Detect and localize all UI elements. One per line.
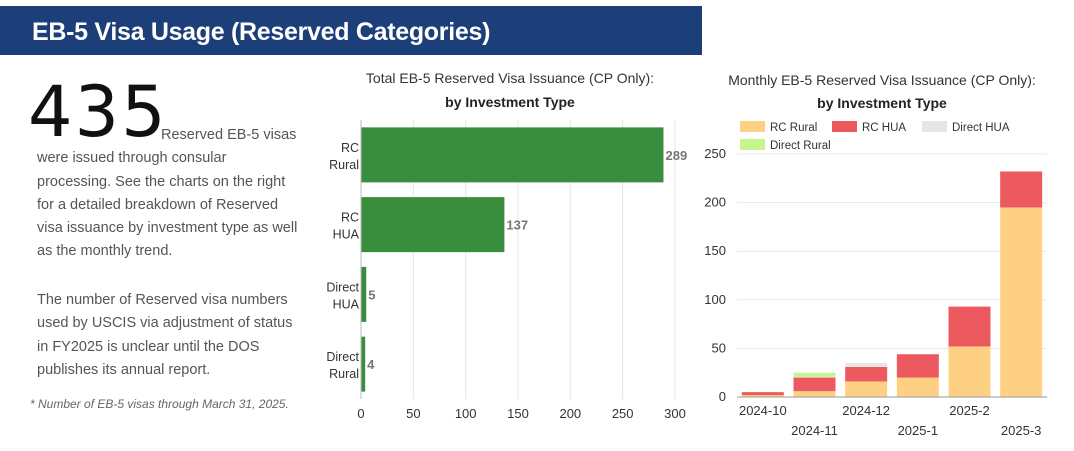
summary-paragraph-2: The number of Reserved visa numbers used… [37,292,293,378]
bar [361,266,367,322]
y-category-label-line: Rural [329,367,359,381]
chart-title: Monthly EB-5 Reserved Visa Issuance (CP … [728,72,1036,88]
page-title: EB-5 Visa Usage (Reserved Categories) [32,18,491,46]
x-tick-label: 2024-10 [739,403,787,418]
x-tick-label: 2025-1 [898,423,938,438]
y-category-label-line: RC [341,141,359,155]
stacked-bar-segment [741,392,784,396]
stacked-bar-segment [845,381,888,397]
y-category-label-line: HUA [333,228,360,242]
bar-data-label: 5 [368,287,375,302]
y-tick-label: 150 [704,243,726,258]
y-tick-label: 100 [704,292,726,307]
y-category-label-line: Direct [326,350,359,364]
y-category-label: RC HUA [333,211,360,242]
summary-rest: visas were issued through consular proce… [37,127,298,260]
x-tick-label: 0 [357,406,364,421]
stacked-bar-segment [845,362,888,367]
summary-first-line: Reserved EB-5 [161,127,260,143]
legend-label: Direct HUA [952,122,1010,134]
header-banner: EB-5 Visa Usage (Reserved Categories) [0,6,702,55]
y-category-label: Direct HUA [326,280,359,311]
x-tick-label: 2024-11 [791,423,838,438]
y-category-label: Direct Rural [326,350,359,381]
chart-subtitle: by Investment Type [817,95,947,111]
stacked-bar-segment [793,372,836,377]
stacked-bar-segment [896,377,939,397]
y-tick-label: 0 [719,389,726,404]
legend-label: RC HUA [862,122,906,134]
total-issuance-bar-chart: Total EB-5 Reserved Visa Issuance (CP On… [326,70,687,421]
chart-title: Total EB-5 Reserved Visa Issuance (CP On… [366,70,654,86]
y-category-label-line: Rural [329,158,359,172]
x-tick-label: 2025-2 [949,403,989,418]
summary-paragraph: Reserved EB-5 visas were issued through … [37,124,299,264]
legend-label: Direct Rural [770,140,831,152]
legend-label: RC Rural [770,122,817,134]
y-category-label: RC Rural [329,141,359,172]
monthly-issuance-stacked-chart: Monthly EB-5 Reserved Visa Issuance (CP … [704,72,1047,438]
bar-data-label: 4 [367,357,375,372]
stacked-bar-segment [948,306,991,347]
legend-swatch [740,121,765,132]
stacked-bar-segment [793,377,836,392]
stacked-bar-segment [896,354,939,378]
footnote: * Number of EB-5 visas through March 31,… [30,397,289,411]
y-tick-label: 250 [704,146,726,161]
y-category-label-line: HUA [333,297,360,311]
y-tick-label: 200 [704,195,726,210]
bar [361,197,505,253]
stacked-bar-segment [845,366,888,382]
x-tick-label: 100 [455,406,477,421]
y-category-label-line: Direct [326,280,359,294]
legend-swatch [832,121,857,132]
bar-data-label: 289 [665,148,687,163]
legend-swatch [740,139,765,150]
x-tick-label: 50 [406,406,420,421]
x-tick-label: 250 [612,406,634,421]
stacked-bar-segment [741,395,784,397]
x-tick-label: 300 [664,406,686,421]
bar [361,127,664,183]
stacked-bar-segment [948,346,991,397]
x-tick-label: 200 [559,406,581,421]
x-tick-label: 2024-12 [842,403,890,418]
stacked-bar-segment [793,391,836,397]
total-reserved-visas: 435 [28,71,168,153]
bar [361,336,366,392]
legend-swatch [922,121,947,132]
chart-subtitle: by Investment Type [445,94,575,110]
stacked-bar-segment [1000,207,1043,397]
x-tick-label: 2025-3 [1001,423,1041,438]
stacked-bar-segment [1000,171,1043,208]
y-category-label-line: RC [341,211,359,225]
bar-data-label: 137 [506,218,528,233]
stacked-bar-segment [793,376,836,378]
y-tick-label: 50 [712,340,726,355]
x-tick-label: 150 [507,406,529,421]
